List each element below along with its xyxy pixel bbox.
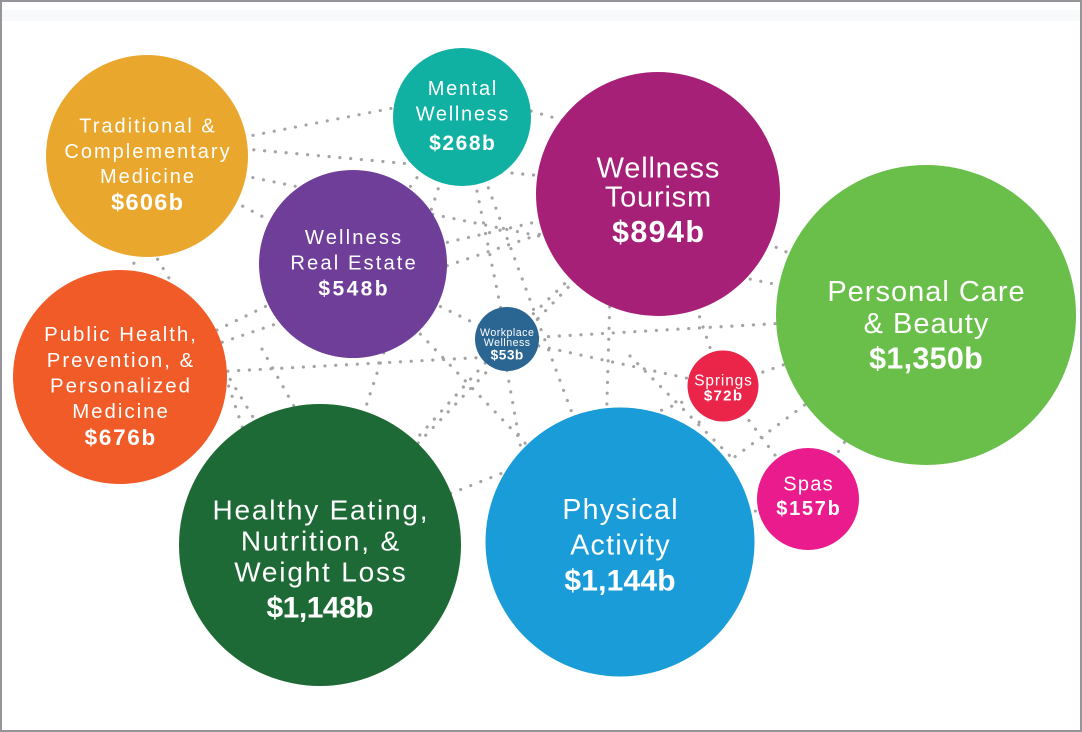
svg-text:Traditional &: Traditional & [79,115,217,137]
svg-text:Wellness: Wellness [484,337,531,349]
svg-text:Mental: Mental [428,78,498,100]
svg-text:Nutrition, &: Nutrition, & [241,525,401,556]
svg-text:& Beauty: & Beauty [864,308,990,340]
svg-text:Springs: Springs [694,372,752,389]
svg-text:$1,144b: $1,144b [564,565,675,598]
svg-text:$548b: $548b [318,278,390,301]
svg-text:Complementary: Complementary [64,141,231,163]
svg-text:Wellness: Wellness [597,152,721,184]
svg-text:Healthy Eating,: Healthy Eating, [212,494,429,525]
svg-text:$1,148b: $1,148b [267,592,374,625]
svg-text:$72b: $72b [704,388,743,405]
svg-text:Wellness: Wellness [305,227,403,249]
svg-text:Wellness: Wellness [416,104,510,126]
svg-text:Medicine: Medicine [72,401,170,423]
svg-text:$1,350b: $1,350b [869,342,983,376]
svg-text:Personalized: Personalized [50,376,192,398]
svg-text:Weight Loss: Weight Loss [234,557,407,588]
svg-text:Activity: Activity [570,530,671,562]
svg-text:Real Estate: Real Estate [290,253,417,275]
svg-text:$894b: $894b [612,215,705,249]
svg-text:Workplace: Workplace [480,327,534,339]
svg-text:Physical: Physical [562,494,679,526]
svg-text:Prevention, &: Prevention, & [47,350,195,372]
svg-text:Personal Care: Personal Care [827,276,1025,308]
svg-text:Spas: Spas [783,473,834,495]
svg-text:$606b: $606b [111,189,184,215]
svg-text:$268b: $268b [429,132,496,155]
svg-text:Medicine: Medicine [100,166,196,188]
svg-text:$157b: $157b [776,498,841,520]
svg-text:$53b: $53b [491,347,524,362]
svg-text:Tourism: Tourism [605,181,712,213]
svg-text:$676b: $676b [85,425,157,450]
svg-text:Public Health,: Public Health, [44,324,198,346]
